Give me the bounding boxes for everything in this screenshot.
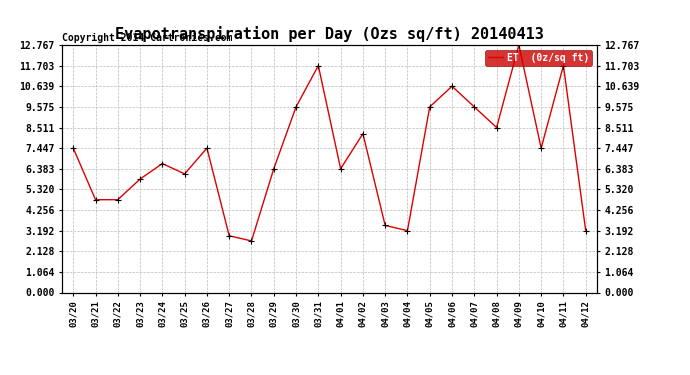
Text: Copyright 2014 Cartronics.com: Copyright 2014 Cartronics.com	[62, 33, 233, 42]
Title: Evapotranspiration per Day (Ozs sq/ft) 20140413: Evapotranspiration per Day (Ozs sq/ft) 2…	[115, 27, 544, 42]
Legend: ET  (0z/sq ft): ET (0z/sq ft)	[486, 50, 592, 66]
